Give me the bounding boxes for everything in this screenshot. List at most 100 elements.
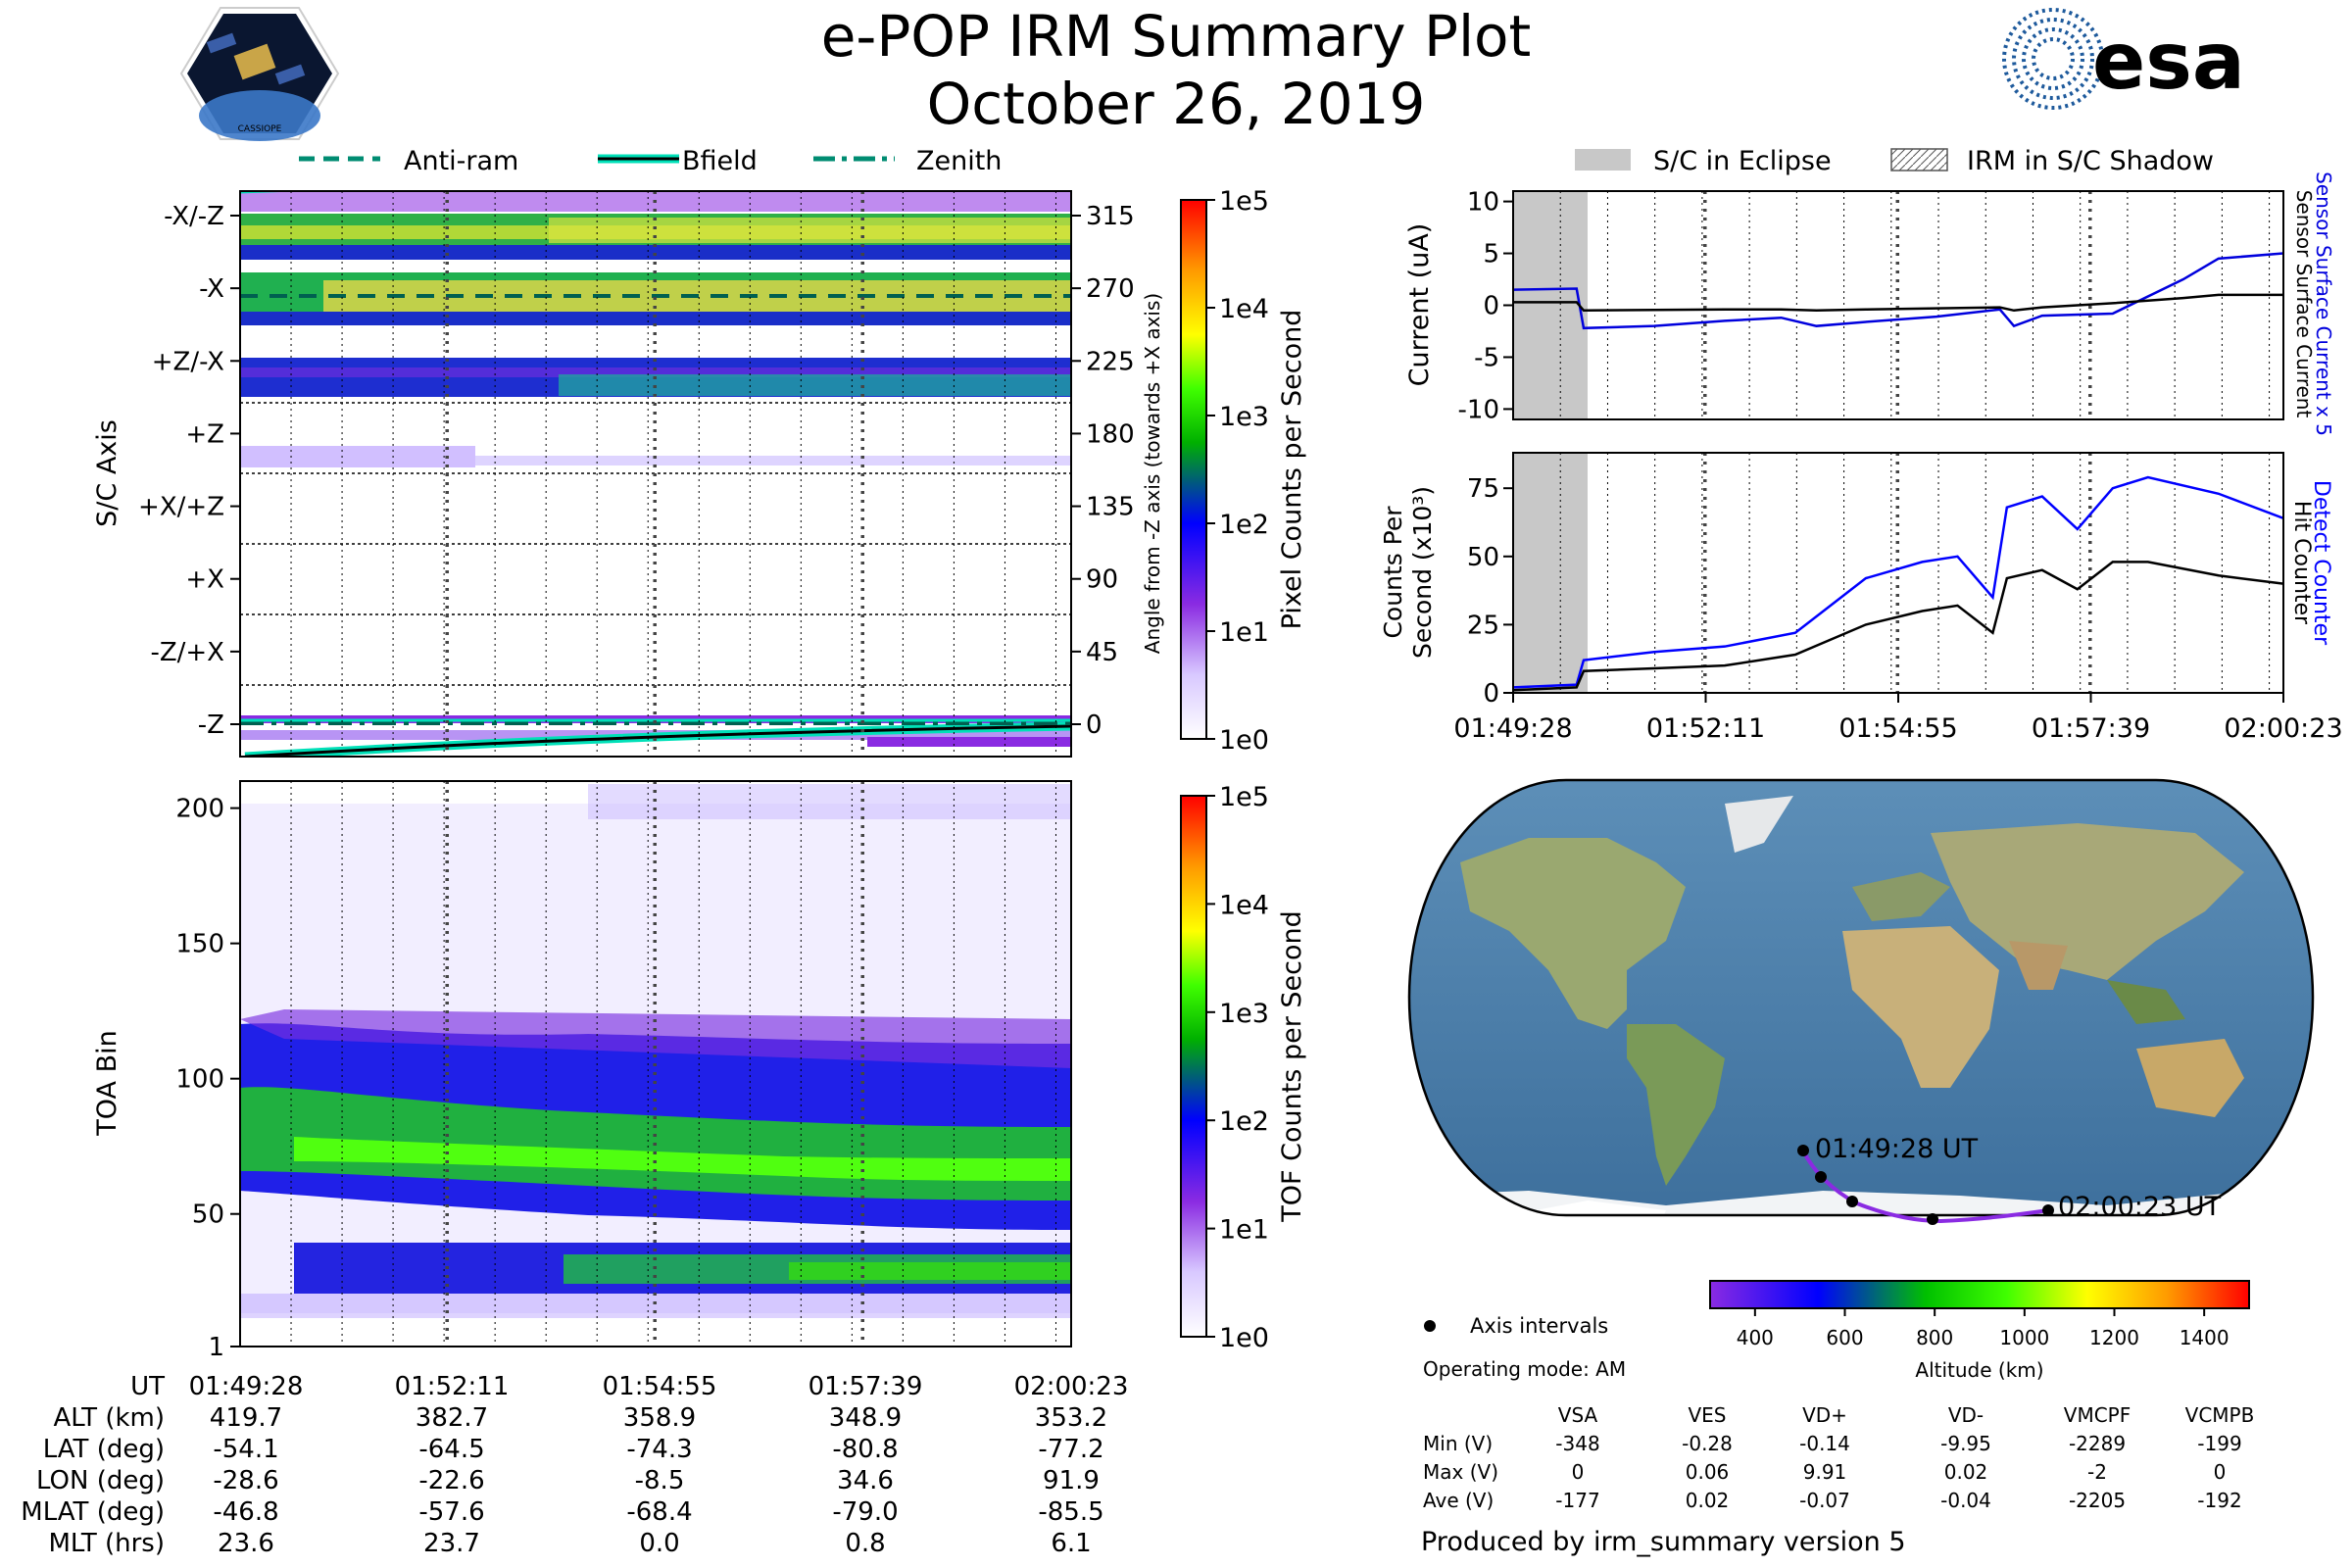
voltage-cell: 0 bbox=[2214, 1460, 2227, 1484]
voltage-header: VD- bbox=[1948, 1403, 1984, 1427]
voltage-cell: -9.95 bbox=[1940, 1432, 1991, 1455]
pixel-heatmap-ylabel: S/C Axis bbox=[92, 419, 122, 527]
voltage-header: VSA bbox=[1558, 1403, 1598, 1427]
voltage-cell: -0.28 bbox=[1682, 1432, 1733, 1455]
angle-tick-label: 270 bbox=[1086, 274, 1135, 304]
axis-interval-marker bbox=[1424, 1320, 1436, 1332]
y-tick-label: +Z/-X bbox=[152, 347, 224, 376]
tof-heatmap-panel: 200 150 100 50 1 TOA Bin bbox=[92, 780, 1072, 1362]
tof-colorbar-label: TOF Counts per Second bbox=[1277, 910, 1307, 1223]
ephemeris-cell: -22.6 bbox=[418, 1466, 484, 1495]
angle-tick-label: 180 bbox=[1086, 419, 1135, 449]
series-line-1 bbox=[1513, 561, 2283, 692]
voltage-row-label: Ave (V) bbox=[1423, 1489, 1494, 1512]
ephemeris-cell: 348.9 bbox=[829, 1403, 902, 1433]
altitude-ticks: 400 600 800 1000 1200 1400 bbox=[1737, 1308, 2230, 1349]
voltage-cell: -348 bbox=[1555, 1432, 1599, 1455]
ephemeris-cell: 353.2 bbox=[1035, 1403, 1107, 1433]
colorbar-tick-label: 1e5 bbox=[1219, 782, 1269, 812]
ephemeris-row-label: MLT (hrs) bbox=[49, 1529, 166, 1558]
angle-tick-label: 225 bbox=[1086, 347, 1135, 376]
current-right-label-blue: Sensor Surface Current x 5 bbox=[2312, 172, 2335, 436]
page-title: e-POP IRM Summary Plot bbox=[821, 3, 1532, 70]
ephemeris-cell: -28.6 bbox=[213, 1466, 278, 1495]
voltage-header: VCMPB bbox=[2185, 1403, 2255, 1427]
y-tick-label: +Z bbox=[185, 419, 224, 449]
voltage-cell: 0.02 bbox=[1944, 1460, 1988, 1484]
voltage-cell: -199 bbox=[2197, 1432, 2241, 1455]
pixel-colorbar-ticks: 1e5 1e4 1e3 1e2 1e1 1e0 bbox=[1206, 186, 1269, 756]
current-series bbox=[1513, 252, 2283, 330]
colorbar-tick-label: 1e2 bbox=[1219, 1106, 1269, 1137]
voltage-cell: 0 bbox=[1572, 1460, 1585, 1484]
y-tick-label: +X/+Z bbox=[138, 493, 224, 522]
axis-interval-dot bbox=[1797, 1145, 1809, 1156]
page-subtitle-date: October 26, 2019 bbox=[927, 71, 1426, 137]
pixel-heatmap-time-grid bbox=[290, 191, 1056, 757]
pixel-colorbar: 1e5 1e4 1e3 1e2 1e1 1e0 Pixel Counts per Seco… bbox=[1180, 186, 1307, 756]
y-tick-label: -5 bbox=[1474, 343, 1499, 372]
voltage-cell: -0.14 bbox=[1799, 1432, 1850, 1455]
shadow-swatch bbox=[1890, 148, 1948, 172]
angle-tick-label: 135 bbox=[1086, 493, 1135, 522]
current-ylabel: Current (uA) bbox=[1404, 223, 1435, 387]
hit-counter-x-ticks: 01:49:28 01:52:11 01:54:55 01:57:39 02:00:23 bbox=[1453, 693, 2343, 744]
pixel-heatmap-angle-label: Angle from -Z axis (towards +X axis) bbox=[1141, 293, 1164, 654]
ephemeris-cell: -80.8 bbox=[832, 1435, 898, 1464]
voltage-cell: -177 bbox=[1555, 1489, 1599, 1512]
pixel-colorbar-label: Pixel Counts per Second bbox=[1277, 310, 1307, 630]
colorbar-tick-label: 1e0 bbox=[1219, 1323, 1269, 1353]
legend-zenith: Zenith bbox=[916, 146, 1002, 176]
current-y-ticks: 10 5 0 -5 -10 bbox=[1458, 188, 1513, 424]
colorbar-tick-label: 1e5 bbox=[1219, 186, 1269, 217]
voltage-header: VD+ bbox=[1802, 1403, 1847, 1427]
y-tick-label: -Z bbox=[198, 710, 224, 740]
altitude-tick-label: 1200 bbox=[2089, 1326, 2139, 1349]
patch-text: CASSIOPE bbox=[238, 124, 282, 134]
current-right-label-black: Sensor Surface Current bbox=[2292, 190, 2316, 418]
mission-patch-logo: CASSIOPE bbox=[179, 7, 340, 141]
ephemeris-cell: 0.8 bbox=[845, 1529, 885, 1558]
voltage-header: VES bbox=[1688, 1403, 1726, 1427]
ephemeris-cell: -74.3 bbox=[626, 1435, 692, 1464]
legend-bfield: Bfield bbox=[682, 146, 758, 176]
eclipse-swatch bbox=[1575, 149, 1631, 171]
hit-counter-series bbox=[1513, 475, 2283, 692]
ephemeris-cell: 01:49:28 bbox=[189, 1372, 304, 1401]
voltage-cell: -192 bbox=[2197, 1489, 2241, 1512]
ephemeris-cell: -8.5 bbox=[635, 1466, 685, 1495]
ephemeris-cell: 23.7 bbox=[423, 1529, 480, 1558]
y-tick-label: -10 bbox=[1458, 395, 1499, 424]
colorbar-tick-label: 1e1 bbox=[1219, 1215, 1269, 1246]
voltage-cell: 0.06 bbox=[1686, 1460, 1730, 1484]
altitude-tick-label: 400 bbox=[1737, 1326, 1774, 1349]
y-tick-label: 5 bbox=[1483, 240, 1499, 270]
y-tick-label: 200 bbox=[175, 795, 224, 824]
y-tick-label: 100 bbox=[175, 1065, 224, 1095]
x-tick-label: 01:49:28 bbox=[1453, 713, 1572, 744]
hit-counter-panel: 75 50 25 0 01:49:28 01:52:11 01:54:55 01:57:39… bbox=[1379, 452, 2343, 744]
altitude-tick-label: 1400 bbox=[2180, 1326, 2230, 1349]
altitude-colorbar: 400 600 800 1000 1200 1400 Altitude (km) bbox=[1709, 1280, 2250, 1382]
series-line-0 bbox=[1513, 252, 2283, 330]
voltage-table: VSA VES VD+ VD- VMCPF VCMPB Min (V) -348 -0.28 -0… bbox=[1423, 1403, 2254, 1512]
angle-tick-label: 0 bbox=[1086, 710, 1102, 740]
ephemeris-cell: 01:52:11 bbox=[395, 1372, 510, 1401]
legend-anti-ram: Anti-ram bbox=[404, 146, 518, 176]
ephemeris-cell: 419.7 bbox=[210, 1403, 282, 1433]
x-tick-label: 01:54:55 bbox=[1838, 713, 1957, 744]
ephemeris-cell: 01:57:39 bbox=[808, 1372, 923, 1401]
series-line-1 bbox=[1513, 293, 2283, 313]
y-tick-label: 50 bbox=[1467, 543, 1499, 572]
current-panel: 10 5 0 -5 -10 Current (uA) Sensor Surface Cu… bbox=[1404, 172, 2335, 436]
footer-version: Produced by irm_summary version 5 bbox=[1421, 1527, 1906, 1557]
ephemeris-row-label: LAT (deg) bbox=[43, 1435, 165, 1464]
ephemeris-cell: -77.2 bbox=[1038, 1435, 1103, 1464]
y-tick-label: 75 bbox=[1467, 474, 1499, 504]
ephemeris-cell: 358.9 bbox=[623, 1403, 696, 1433]
y-tick-label: 0 bbox=[1483, 679, 1499, 709]
tof-colorbar-ticks: 1e5 1e4 1e3 1e2 1e1 1e0 bbox=[1206, 782, 1269, 1353]
y-tick-label: 0 bbox=[1483, 292, 1499, 321]
ephemeris-cell: -79.0 bbox=[832, 1497, 898, 1527]
